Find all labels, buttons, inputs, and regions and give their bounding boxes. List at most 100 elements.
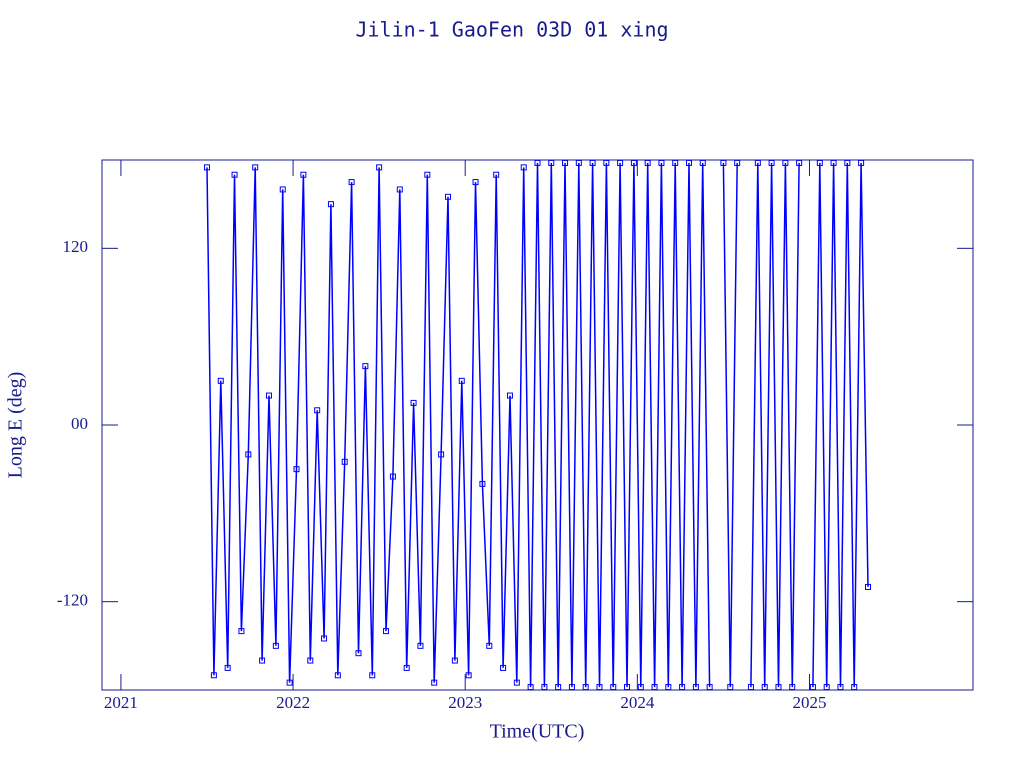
data-point <box>844 159 851 166</box>
data-point <box>341 458 348 465</box>
data-point <box>231 171 238 178</box>
plot-frame <box>101 159 974 691</box>
data-point <box>396 186 403 193</box>
data-point <box>864 583 871 590</box>
data-point <box>665 684 672 691</box>
data-point <box>479 480 486 487</box>
data-point <box>637 684 644 691</box>
x-tick-label: 2022 <box>276 693 310 712</box>
y-tick-label: 00 <box>71 414 88 433</box>
data-point <box>761 684 768 691</box>
data-point <box>851 684 858 691</box>
data-point <box>568 684 575 691</box>
data-point <box>259 657 266 664</box>
data-point <box>493 171 500 178</box>
data-point <box>603 159 610 166</box>
data-point <box>444 193 451 200</box>
x-tick-label: 2023 <box>448 693 482 712</box>
data-point <box>451 657 458 664</box>
data-point <box>321 635 328 642</box>
data-point <box>816 159 823 166</box>
data-point <box>472 179 479 186</box>
data-point <box>782 159 789 166</box>
x-tick-label: 2025 <box>792 693 826 712</box>
data-point <box>383 628 390 635</box>
data-point <box>327 201 334 208</box>
data-point <box>217 377 224 384</box>
data-point <box>513 679 520 686</box>
data-point <box>644 159 651 166</box>
data-point <box>796 159 803 166</box>
y-tick-label: -120 <box>57 591 88 610</box>
data-point <box>582 684 589 691</box>
data-point <box>410 399 417 406</box>
data-point <box>706 684 713 691</box>
data-point <box>575 159 582 166</box>
data-point <box>768 159 775 166</box>
data-point <box>610 684 617 691</box>
data-point <box>679 684 686 691</box>
data-point <box>245 451 252 458</box>
x-axis-label: Time(UTC) <box>490 721 585 743</box>
data-point <box>307 657 314 664</box>
data-point <box>624 684 631 691</box>
data-line <box>206 162 869 688</box>
data-point <box>734 159 741 166</box>
data-point <box>403 664 410 671</box>
data-point <box>500 664 507 671</box>
data-point <box>789 684 796 691</box>
data-point <box>692 684 699 691</box>
data-point <box>279 186 286 193</box>
data-point <box>775 684 782 691</box>
data-point <box>286 679 293 686</box>
data-point <box>520 164 527 171</box>
data-point <box>438 451 445 458</box>
data-point <box>672 159 679 166</box>
data-point <box>506 392 513 399</box>
data-point <box>596 684 603 691</box>
data-point <box>355 650 362 657</box>
data-point <box>823 684 830 691</box>
y-tick-label: 120 <box>63 237 89 256</box>
data-point <box>376 164 383 171</box>
data-point <box>362 363 369 370</box>
data-point <box>389 473 396 480</box>
data-point <box>210 672 217 679</box>
data-point <box>300 171 307 178</box>
data-point <box>830 159 837 166</box>
data-point <box>630 159 637 166</box>
data-point <box>809 684 816 691</box>
data-point <box>486 642 493 649</box>
data-point <box>685 159 692 166</box>
data-point <box>265 392 272 399</box>
data-point <box>224 664 231 671</box>
data-point <box>348 179 355 186</box>
data-point <box>431 679 438 686</box>
data-point <box>837 684 844 691</box>
data-point <box>417 642 424 649</box>
x-tick-label: 2021 <box>104 693 138 712</box>
data-point <box>720 159 727 166</box>
data-point <box>651 684 658 691</box>
data-point <box>527 684 534 691</box>
data-point <box>424 171 431 178</box>
data-point <box>541 684 548 691</box>
data-point <box>754 159 761 166</box>
data-point <box>747 684 754 691</box>
data-point <box>252 164 259 171</box>
data-point <box>534 159 541 166</box>
data-point <box>562 159 569 166</box>
data-point <box>293 466 300 473</box>
data-point <box>555 684 562 691</box>
data-point <box>314 407 321 414</box>
data-point <box>727 684 734 691</box>
y-axis-label: Long E (deg) <box>5 372 27 479</box>
data-point <box>204 164 211 171</box>
data-point <box>238 628 245 635</box>
data-point <box>548 159 555 166</box>
data-point <box>272 642 279 649</box>
data-point <box>369 672 376 679</box>
data-point <box>658 159 665 166</box>
chart-title: Jilin-1 GaoFen 03D 01 xing <box>355 18 668 42</box>
